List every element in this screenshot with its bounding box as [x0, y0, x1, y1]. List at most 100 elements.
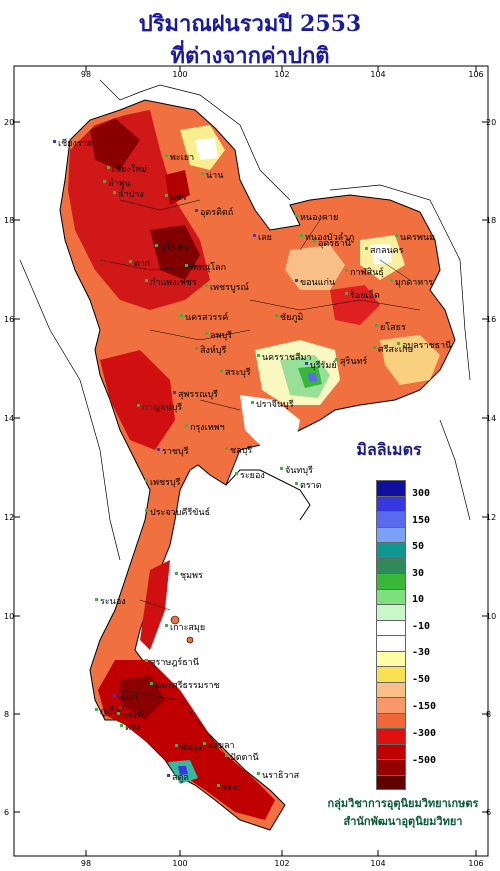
station-marker: [155, 244, 158, 247]
right-axis-tick-label: 12: [486, 513, 496, 522]
credit-line-2: สำนักพัฒนาอุตุนิยมวิทยา: [343, 815, 463, 828]
province-label: พัทลุง: [180, 743, 202, 753]
province-label: พังงา: [118, 693, 138, 703]
right-axis-tick-label: 8: [486, 710, 491, 719]
station-marker: [145, 479, 148, 482]
station-marker: [220, 369, 223, 372]
province-label: มุกดาหาร: [395, 278, 433, 288]
province-label: สุรินทร์: [340, 355, 367, 367]
station-marker: [103, 180, 106, 183]
legend-swatch: [376, 542, 406, 558]
island: [116, 704, 124, 712]
province-label: สกลนคร: [370, 246, 404, 256]
province-label: สิงห์บุรี: [200, 344, 227, 356]
bottom-axis-tick-label: 102: [274, 859, 289, 868]
province-label: จันทบุรี: [285, 465, 313, 476]
province-label: กาญจนบุรี: [142, 402, 182, 413]
station-marker: [390, 279, 393, 282]
province-label: นครศรีธรรมราช: [155, 680, 220, 691]
legend-swatch: [376, 666, 406, 682]
coastline: [225, 469, 311, 521]
station-marker: [120, 724, 123, 727]
province-label: อุดรธานี: [318, 238, 351, 249]
province-label: ลำพูน: [108, 178, 131, 189]
province-label: ตาก: [134, 259, 150, 269]
province-label: นครพนม: [400, 233, 435, 243]
station-marker: [275, 314, 278, 317]
right-axis-tick-label: 14: [486, 414, 496, 423]
legend-label: 50: [412, 541, 425, 552]
province-label: ลพบุรี: [210, 330, 232, 341]
legend-swatch: [376, 712, 406, 728]
station-marker: [365, 247, 368, 250]
legend-labels: 300 150 50 30 10 -10 -30 -50 -150 -300 -500: [412, 480, 472, 770]
station-marker: [157, 448, 160, 451]
station-marker: [300, 234, 303, 237]
legend-label: -300: [412, 728, 437, 739]
station-marker: [95, 708, 98, 711]
island: [186, 636, 194, 644]
province-label: สตูล: [172, 773, 189, 783]
legend-swatch: [376, 743, 406, 759]
province-label: ยะลา: [222, 783, 243, 793]
rainfall-slight-deficit-zone: [285, 245, 345, 290]
rainfall-deficit-zone: [100, 350, 175, 450]
left-axis-tick-label: 10: [4, 612, 14, 621]
island: [170, 615, 180, 625]
province-label: ราชบุรี: [162, 446, 189, 457]
station-marker: [175, 744, 178, 747]
legend-swatch: [376, 588, 406, 604]
province-label: นครสวรรค์: [185, 311, 228, 323]
station-marker: [205, 332, 208, 335]
province-borders: [99, 199, 421, 761]
legend-swatch: [376, 619, 406, 635]
station-marker: [203, 742, 206, 745]
province-label: ภูเก็ต: [100, 704, 120, 717]
rainfall-slight-deficit-zone: [380, 335, 440, 385]
left-axis-tick-label: 12: [4, 513, 14, 522]
right-axis-tick-label: 20: [486, 118, 496, 127]
station-marker: [201, 172, 204, 175]
station-marker: [397, 342, 400, 345]
province-label: นครราชสีมา: [262, 352, 311, 363]
legend-label: 300: [412, 488, 431, 499]
province-label: ร้อยเอ็ด: [350, 288, 380, 301]
right-axis-tick-label: 10: [486, 612, 496, 621]
legend-swatch: [376, 728, 406, 744]
top-axis-tick-label: 106: [468, 70, 483, 79]
legend-label: -500: [412, 755, 437, 766]
station-marker: [375, 324, 378, 327]
legend-swatch: [376, 557, 406, 573]
legend-label: -10: [412, 621, 431, 632]
province-label: เชียงราย: [58, 138, 92, 149]
station-marker: [95, 598, 98, 601]
rainfall-normal-zone: [240, 395, 300, 450]
province-label: เลย: [258, 233, 272, 243]
station-marker: [205, 284, 208, 287]
station-marker: [257, 354, 260, 357]
rainfall-deficit-zone: [330, 285, 380, 325]
station-marker: [280, 467, 283, 470]
legend-swatch: [376, 774, 406, 790]
station-marker: [165, 154, 168, 157]
province-label: เพชรบุรี: [150, 477, 181, 488]
province-label: เชียงใหม่: [112, 164, 147, 175]
station-marker: [225, 754, 228, 757]
province-label: สุราษฎร์ธานี: [150, 656, 199, 668]
province-label: ยโสธร: [380, 322, 406, 333]
rainfall-normal-zone: [370, 244, 392, 265]
province-label: บุรีรัมย์: [310, 359, 337, 371]
left-axis-tick-label: 8: [4, 710, 9, 719]
legend-label: -50: [412, 674, 431, 685]
rainfall-deficit-zone: [90, 118, 140, 170]
province-label: ระยอง: [240, 471, 265, 481]
station-marker: [173, 391, 176, 394]
province-label: อุบลราชธานี: [402, 340, 451, 351]
station-marker: [150, 682, 153, 685]
province-label: ชลบุรี: [230, 445, 252, 456]
bottom-axis-tick-label: 106: [468, 859, 483, 868]
thailand-land: [19, 79, 471, 831]
station-marker: [335, 358, 338, 361]
province-label: หนองบัวลำภู: [305, 232, 354, 243]
legend-swatch: [376, 681, 406, 697]
